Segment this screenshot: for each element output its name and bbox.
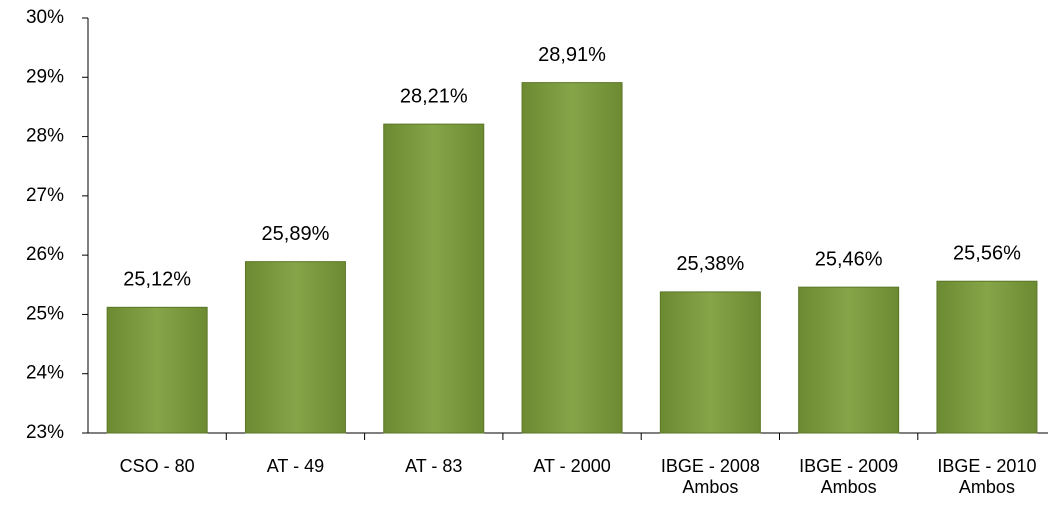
y-tick-label: 25% <box>26 303 64 324</box>
x-tick-label: IBGE - 2008 Ambos <box>660 456 760 497</box>
y-tick-label: 24% <box>26 363 64 384</box>
x-tick-label: AT - 2000 <box>533 456 611 476</box>
bar <box>521 82 623 434</box>
bar <box>659 291 761 434</box>
y-tick-label: 30% <box>26 7 64 28</box>
y-tick-label: 23% <box>26 422 64 443</box>
y-tick-label: 28% <box>26 126 64 147</box>
bar <box>106 306 208 434</box>
data-label: 25,38% <box>676 253 744 275</box>
x-tick-label: CSO - 80 <box>119 456 195 476</box>
y-tick-label: 29% <box>26 66 64 87</box>
data-label: 25,89% <box>262 223 330 245</box>
y-tick-label: 26% <box>26 244 64 265</box>
bar <box>244 261 346 434</box>
data-label: 28,91% <box>538 44 606 66</box>
data-label: 25,56% <box>953 243 1021 265</box>
bar <box>936 280 1038 434</box>
data-label: 25,46% <box>815 248 883 270</box>
x-tick-label: IBGE - 2009 Ambos <box>799 456 899 497</box>
data-label: 25,12% <box>123 269 191 291</box>
bar <box>798 286 900 434</box>
data-label: 28,21% <box>400 85 468 107</box>
x-tick-label: AT - 83 <box>405 456 463 476</box>
y-tick-label: 27% <box>26 185 64 206</box>
x-tick-label: AT - 49 <box>266 456 325 476</box>
bar <box>383 123 485 434</box>
x-tick-label: IBGE - 2010 Ambos <box>937 456 1037 497</box>
